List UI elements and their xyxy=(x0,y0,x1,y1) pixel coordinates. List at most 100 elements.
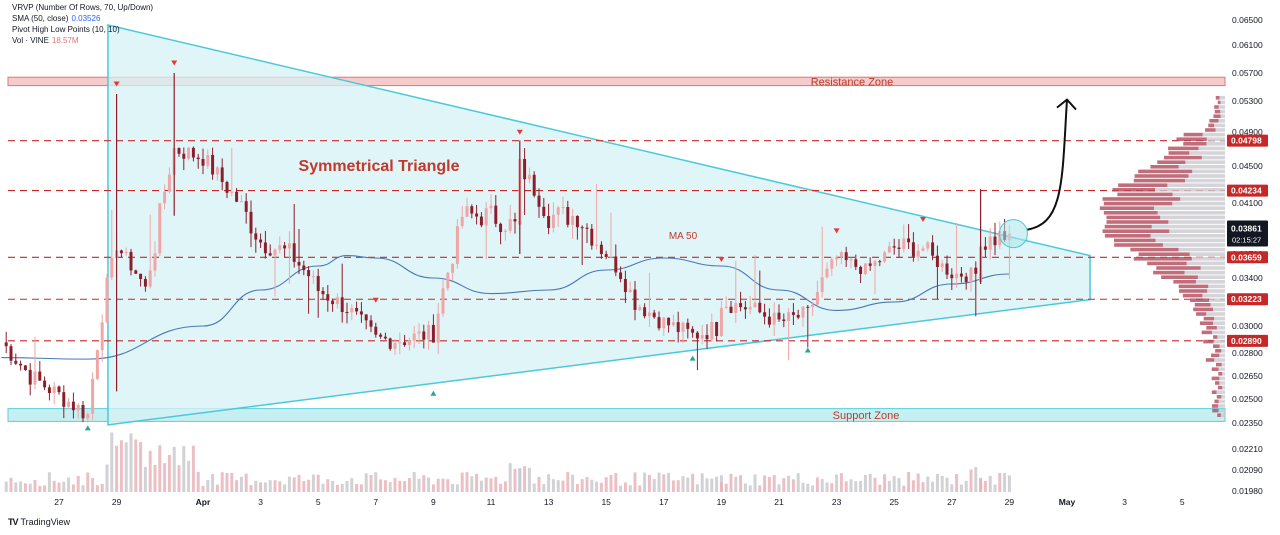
volume-bar xyxy=(489,478,493,492)
candle-body xyxy=(806,306,810,308)
pivot-high-marker xyxy=(372,297,379,303)
candle-body xyxy=(345,312,349,314)
profile-row-down xyxy=(1114,238,1156,243)
profile-row-up xyxy=(1214,316,1225,321)
candle-body xyxy=(599,244,603,255)
profile-row-down xyxy=(1099,206,1154,210)
profile-row-up xyxy=(1222,385,1225,390)
legend-vrvp[interactable]: VRVP (Number Of Rows, 70, Up/Down) xyxy=(12,3,154,12)
candle-body xyxy=(532,174,536,196)
volume-bar xyxy=(619,485,623,492)
profile-row-down xyxy=(1168,151,1190,155)
profile-row-up xyxy=(1172,192,1225,197)
price-tick-label: 0.02350 xyxy=(1232,418,1263,428)
candle-body xyxy=(28,369,32,385)
time-tick-label: 5 xyxy=(316,497,321,507)
time-tick-label: 25 xyxy=(889,497,899,507)
volume-bar xyxy=(633,472,637,492)
candle-body xyxy=(422,331,426,340)
volume-bar xyxy=(249,485,253,492)
profile-row-up xyxy=(1221,395,1225,399)
time-tick-label: 27 xyxy=(54,497,64,507)
legend-volume[interactable]: Vol · VINE 18.57M xyxy=(12,35,153,46)
candle-body xyxy=(801,306,805,318)
candle-body xyxy=(335,297,339,305)
level-price-label: 0.02890 xyxy=(1231,336,1262,346)
volume-bar xyxy=(537,477,541,492)
candle-body xyxy=(542,206,546,217)
candle-body xyxy=(935,255,939,267)
legend-pivot[interactable]: Pivot High Low Points (10, 10) xyxy=(12,25,120,34)
volume-bar xyxy=(436,478,440,492)
candle-body xyxy=(671,322,675,326)
profile-row-down xyxy=(1217,100,1221,105)
candle-body xyxy=(62,392,66,407)
profile-row-down xyxy=(1178,284,1209,289)
candle-body xyxy=(796,314,800,318)
volume-bar xyxy=(724,483,728,492)
volume-bar xyxy=(311,474,315,492)
ma50-label: MA 50 xyxy=(669,231,698,242)
volume-bar xyxy=(86,472,90,492)
candle-body xyxy=(719,308,723,335)
profile-row-up xyxy=(1207,289,1225,293)
volume-bar xyxy=(143,466,147,492)
volume-bar xyxy=(561,480,565,492)
profile-row-down xyxy=(1102,197,1181,201)
pivot-high-marker xyxy=(113,81,120,87)
volume-bar xyxy=(623,482,627,492)
volume-bar xyxy=(863,474,867,492)
price-tick-label: 0.02090 xyxy=(1232,465,1263,475)
volume-bar xyxy=(868,473,872,492)
profile-row-down xyxy=(1117,192,1173,197)
candle-body xyxy=(676,322,680,332)
time-tick-label: 15 xyxy=(601,497,611,507)
profile-row-down xyxy=(1201,330,1212,335)
candle-body xyxy=(57,386,61,393)
legend-sma[interactable]: SMA (50, close) 0.03526 xyxy=(12,13,153,24)
candle-body xyxy=(830,259,834,269)
profile-row-up xyxy=(1185,178,1225,183)
volume-bar xyxy=(719,482,723,492)
volume-bar xyxy=(278,481,282,492)
time-tick-label: May xyxy=(1059,497,1076,507)
volume-bar xyxy=(935,473,939,492)
volume-bar xyxy=(23,483,27,492)
candle-body xyxy=(95,350,99,379)
volume-bar xyxy=(801,482,805,492)
pivot-high-marker xyxy=(516,129,523,135)
level-price-box xyxy=(1227,334,1268,347)
time-tick-label: 19 xyxy=(717,497,727,507)
profile-row-up xyxy=(1168,220,1225,224)
volume-bar xyxy=(513,468,517,492)
volume-bar xyxy=(422,475,426,492)
profile-row-down xyxy=(1104,234,1151,238)
profile-row-up xyxy=(1178,165,1225,169)
pivot-low-marker xyxy=(804,347,811,353)
volume-bar xyxy=(523,466,527,492)
price-tick-label: 0.05300 xyxy=(1232,96,1263,106)
volume-bar xyxy=(4,481,8,492)
volume-bar xyxy=(566,472,570,492)
volume-bar xyxy=(350,478,354,492)
candle-body xyxy=(503,230,507,233)
profile-row-up xyxy=(1167,183,1225,187)
profile-row-up xyxy=(1202,293,1225,298)
candle-body xyxy=(595,244,599,246)
candle-body xyxy=(441,288,445,314)
profile-row-up xyxy=(1218,404,1225,408)
volume-bar xyxy=(335,484,339,492)
tradingview-brand[interactable]: TV TradingView xyxy=(8,517,70,527)
profile-row-down xyxy=(1133,178,1186,183)
volume-bar xyxy=(191,445,195,492)
profile-row-down xyxy=(1103,201,1173,206)
volume-bar xyxy=(455,484,459,492)
candle-body xyxy=(479,216,483,226)
volume-bar xyxy=(979,479,983,492)
candle-body xyxy=(273,249,277,256)
profile-row-up xyxy=(1202,132,1225,137)
candle-body xyxy=(412,333,416,341)
volume-bar xyxy=(839,473,843,492)
legend-vol-value: 18.57M xyxy=(51,36,79,45)
